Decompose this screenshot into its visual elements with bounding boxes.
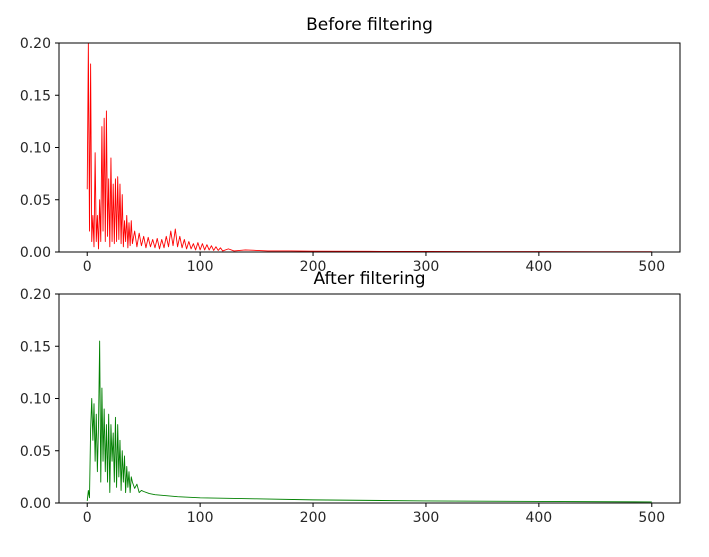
x-tick-label: 200 [300,510,327,526]
y-tick-label: 0.15 [20,88,51,104]
x-tick-label: 0 [83,510,92,526]
x-tick-label: 400 [525,510,552,526]
y-tick-label: 0.00 [20,496,51,512]
x-tick-label: 100 [187,259,214,275]
y-tick-label: 0.00 [20,245,51,261]
x-tick-label: 300 [413,259,440,275]
x-tick-label: 0 [83,259,92,275]
y-tick-label: 0.05 [20,193,51,209]
x-tick-label: 200 [300,259,327,275]
y-tick-label: 0.20 [20,36,51,52]
y-tick-label: 0.20 [20,287,51,303]
x-tick-label: 100 [187,510,214,526]
x-tick-label: 500 [638,259,665,275]
chart-title: After filtering [313,269,425,289]
plot-frame [58,42,681,253]
x-tick-label: 300 [413,510,440,526]
chart-after-filtering: 0.00 0.05 0.10 0.15 0.20 0 100 200 300 400 500 Afte… [20,269,681,526]
chart-before-filtering: 0.00 0.05 0.10 0.15 0.20 0 100 200 300 400 500 Befo… [20,15,681,275]
y-tick-label: 0.10 [20,392,51,408]
series-line-0 [86,42,652,253]
y-tick-label: 0.15 [20,339,51,355]
series-line-0 [86,340,652,503]
plot-frame [58,293,681,504]
x-tick-label: 400 [525,259,552,275]
chart-title: Before filtering [306,15,433,35]
y-tick-label: 0.10 [20,141,51,157]
y-tick-label: 0.05 [20,444,51,460]
x-tick-label: 500 [638,510,665,526]
